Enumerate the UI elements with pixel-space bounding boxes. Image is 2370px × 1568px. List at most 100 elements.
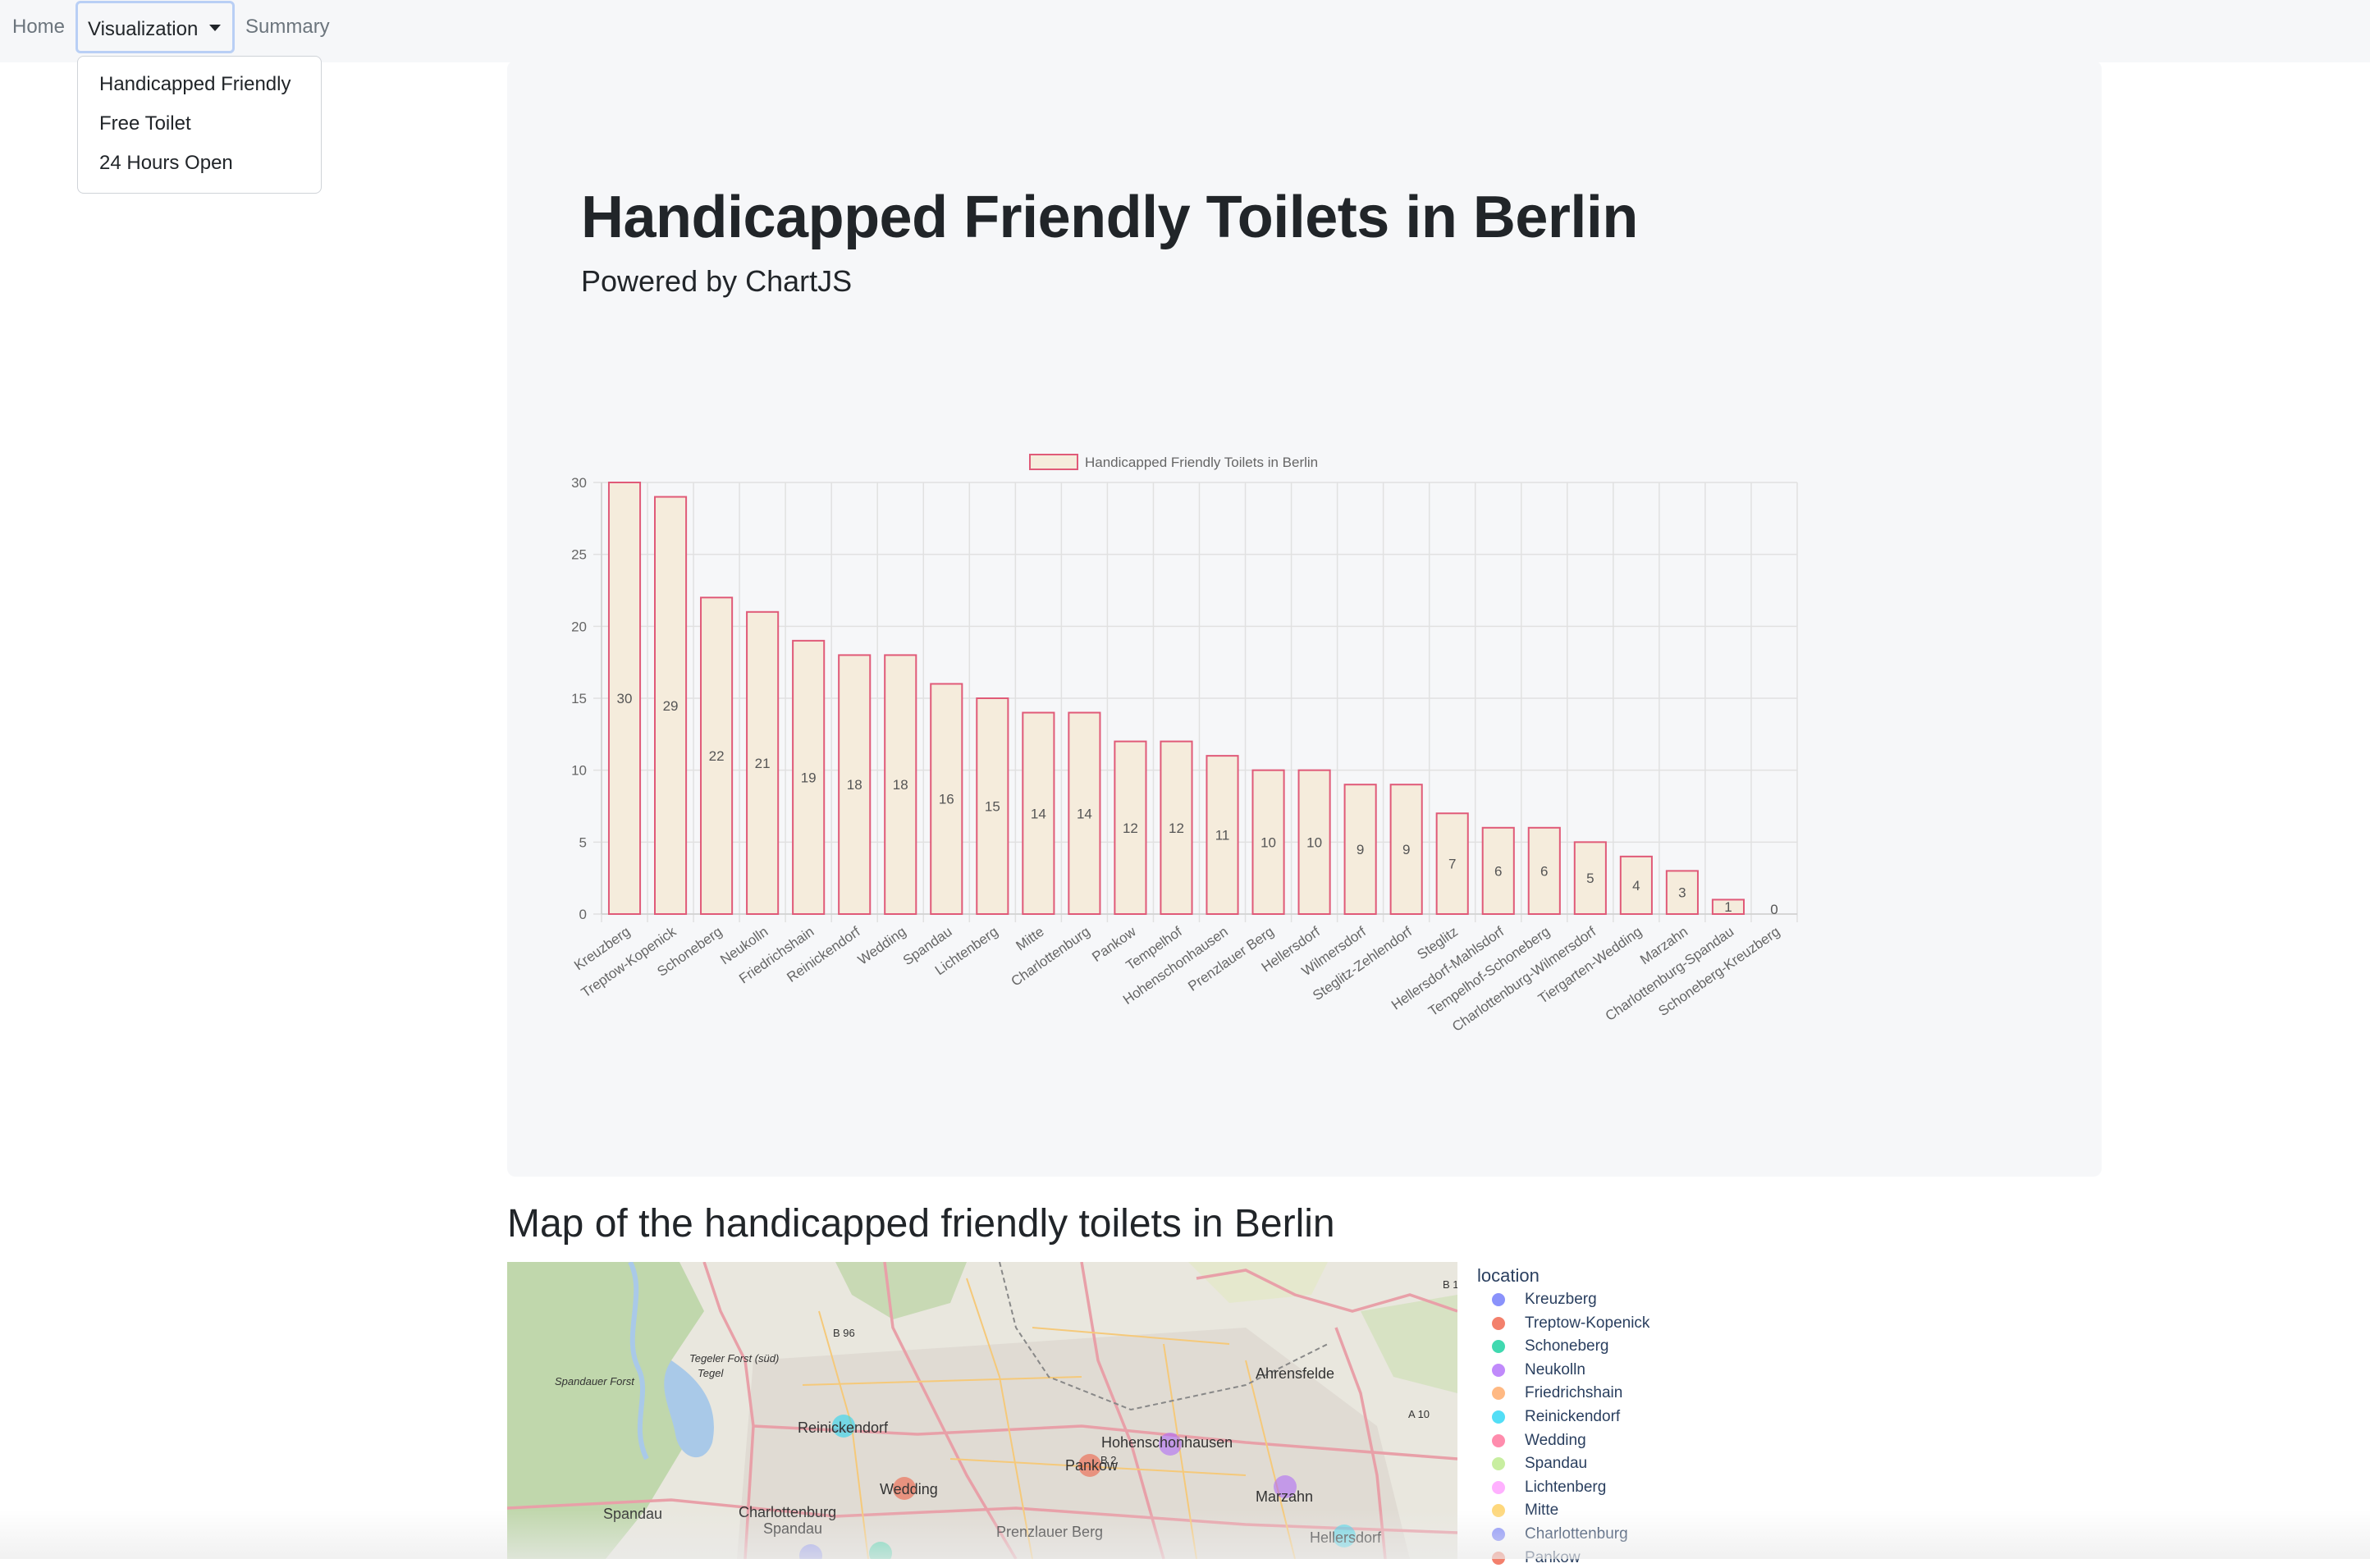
x-tick-label: Charlottenburg <box>1009 924 1093 990</box>
legend-dot-icon <box>1492 1504 1505 1518</box>
dropdown-item-handicapped-friendly[interactable]: Handicapped Friendly <box>99 73 291 95</box>
map-place-label: Marzahn <box>1256 1488 1313 1505</box>
legend-swatch <box>1029 454 1078 470</box>
bar-data-label: 6 <box>1494 863 1502 879</box>
bar-data-label: 5 <box>1586 871 1594 886</box>
legend-item-label: Friedrichshain <box>1525 1384 1623 1402</box>
legend-item-label: Reinickendorf <box>1525 1408 1621 1425</box>
bar-friedrichshain[interactable] <box>792 639 826 915</box>
bar-data-label: 4 <box>1632 878 1640 894</box>
bar-lichtenberg[interactable] <box>976 697 1009 915</box>
y-tick-label: 25 <box>571 547 587 563</box>
bar-hellersdorf[interactable] <box>1297 769 1331 916</box>
map-place-label: A 10 <box>1408 1408 1430 1420</box>
bar-data-label: 14 <box>1031 806 1046 821</box>
map-place-label: Charlottenburg <box>739 1504 836 1520</box>
minor-road <box>1032 1327 1230 1345</box>
chart-legend[interactable]: Handicapped Friendly Toilets in Berlin <box>1029 454 1318 470</box>
bar-reinickendorf[interactable] <box>838 654 872 916</box>
toilet-map[interactable]: Reinickendorf Hohenschonhausen Ahrensfelde… <box>507 1262 1457 1559</box>
minor-road <box>802 1376 1082 1386</box>
x-tick-label: Mitte <box>1013 924 1047 954</box>
bar-data-label: 9 <box>1357 842 1364 857</box>
rail-line <box>999 1262 1329 1411</box>
bar-charlottenburg-wilmersdorf[interactable] <box>1573 841 1607 915</box>
bar-pankow[interactable] <box>1114 740 1147 915</box>
bar-data-label: 11 <box>1215 828 1230 843</box>
map-place-label: Hellersdorf <box>1310 1529 1382 1546</box>
bar-steglitz-zehlendorf[interactable] <box>1389 784 1423 916</box>
bar-tempelhof-schoneberg[interactable] <box>1527 826 1561 915</box>
map-place-label: B 1 <box>1443 1278 1457 1291</box>
legend-item-label: Kreuzberg <box>1525 1291 1597 1308</box>
nav-visualization-dropdown-toggle[interactable]: Visualization <box>75 1 235 53</box>
nav-home-link[interactable]: Home <box>12 16 66 38</box>
map-place-label: Spandau <box>603 1506 662 1522</box>
forest-area <box>835 1262 967 1319</box>
bar-spandau[interactable] <box>930 683 963 915</box>
bar-data-label: 29 <box>663 698 679 714</box>
legend-item-label: Pankow <box>1525 1548 1581 1566</box>
bar-data-label: 9 <box>1402 842 1410 857</box>
bar-tempelhof[interactable] <box>1160 740 1193 915</box>
bar-data-label: 12 <box>1123 821 1138 836</box>
bar-data-label: 6 <box>1540 863 1548 879</box>
road <box>753 1424 1457 1461</box>
legend-label: Handicapped Friendly Toilets in Berlin <box>1085 455 1318 470</box>
page-subtitle: Powered by ChartJS <box>581 264 853 298</box>
y-tick-label: 0 <box>579 907 587 922</box>
bar-charlottenburg-spandau[interactable] <box>1711 898 1745 916</box>
road <box>1080 1262 1165 1559</box>
bar-wilmersdorf[interactable] <box>1343 784 1377 916</box>
page-title: Handicapped Friendly Toilets in Berlin <box>581 185 1638 250</box>
bar-hellersdorf-mahlsdorf[interactable] <box>1481 826 1515 915</box>
bar-prenzlauer berg[interactable] <box>1251 769 1285 916</box>
nav-visualization-label: Visualization <box>88 18 199 40</box>
map-canvas[interactable]: Reinickendorf Hohenschonhausen Ahrensfelde… <box>507 1262 1457 1559</box>
bar-data-label: 16 <box>939 792 954 807</box>
bar-data-label: 21 <box>755 756 771 771</box>
bar-data-label: 1 <box>1724 899 1732 915</box>
bar-data-label: 18 <box>847 777 862 793</box>
bar-steglitz[interactable] <box>1435 812 1469 915</box>
dropdown-item-free-toilet[interactable]: Free Toilet <box>99 112 191 135</box>
y-tick-label: 5 <box>579 834 587 850</box>
legend-item-label: Neukolln <box>1525 1360 1585 1378</box>
bar-data-label: 15 <box>985 799 1000 815</box>
bar-wedding[interactable] <box>884 654 917 916</box>
map-marker[interactable] <box>893 1477 916 1500</box>
bar-marzahn[interactable] <box>1665 870 1699 916</box>
legend-dot-icon <box>1492 1363 1505 1377</box>
visualization-dropdown-menu: Handicapped Friendly Free Toilet 24 Hour… <box>77 56 322 194</box>
legend-dot-icon <box>1492 1387 1505 1401</box>
map-marker[interactable] <box>832 1415 855 1438</box>
minor-road <box>966 1278 1033 1559</box>
legend-item-label: Spandau <box>1525 1455 1588 1473</box>
legend-item-label: Mitte <box>1525 1502 1559 1520</box>
map-marker[interactable] <box>1078 1454 1101 1477</box>
bar-kreuzberg[interactable] <box>607 482 642 915</box>
map-place-label: Wedding <box>880 1481 938 1497</box>
bar-neukolln[interactable] <box>746 610 780 915</box>
map-place-label: Prenzlauer Berg <box>996 1524 1103 1540</box>
map-place-label: B 96 <box>833 1327 855 1339</box>
bar-tiergarten-wedding[interactable] <box>1619 855 1653 915</box>
y-tick-label: 20 <box>571 619 587 634</box>
bar-data-label: 3 <box>1678 885 1686 901</box>
map-marker[interactable] <box>1159 1433 1182 1456</box>
map-place-label: Spandauer Forst <box>555 1375 635 1387</box>
bar-data-label: 7 <box>1448 857 1456 872</box>
nav-summary-link[interactable]: Summary <box>245 16 330 38</box>
bar-schoneberg[interactable] <box>700 597 734 915</box>
map-marker[interactable] <box>1274 1475 1297 1498</box>
bar-mitte[interactable] <box>1022 711 1055 915</box>
chart-panel: Handicapped Friendly Toilets in Berlin P… <box>507 61 2102 1177</box>
legend-dot-icon <box>1492 1293 1505 1306</box>
bar-treptow-kopenick[interactable] <box>654 496 688 915</box>
bar-charlottenburg[interactable] <box>1068 711 1101 915</box>
bar-data-label: 22 <box>709 748 725 764</box>
bar-hohenschonhausen[interactable] <box>1206 755 1239 916</box>
dropdown-item-24-hours-open[interactable]: 24 Hours Open <box>99 152 233 174</box>
